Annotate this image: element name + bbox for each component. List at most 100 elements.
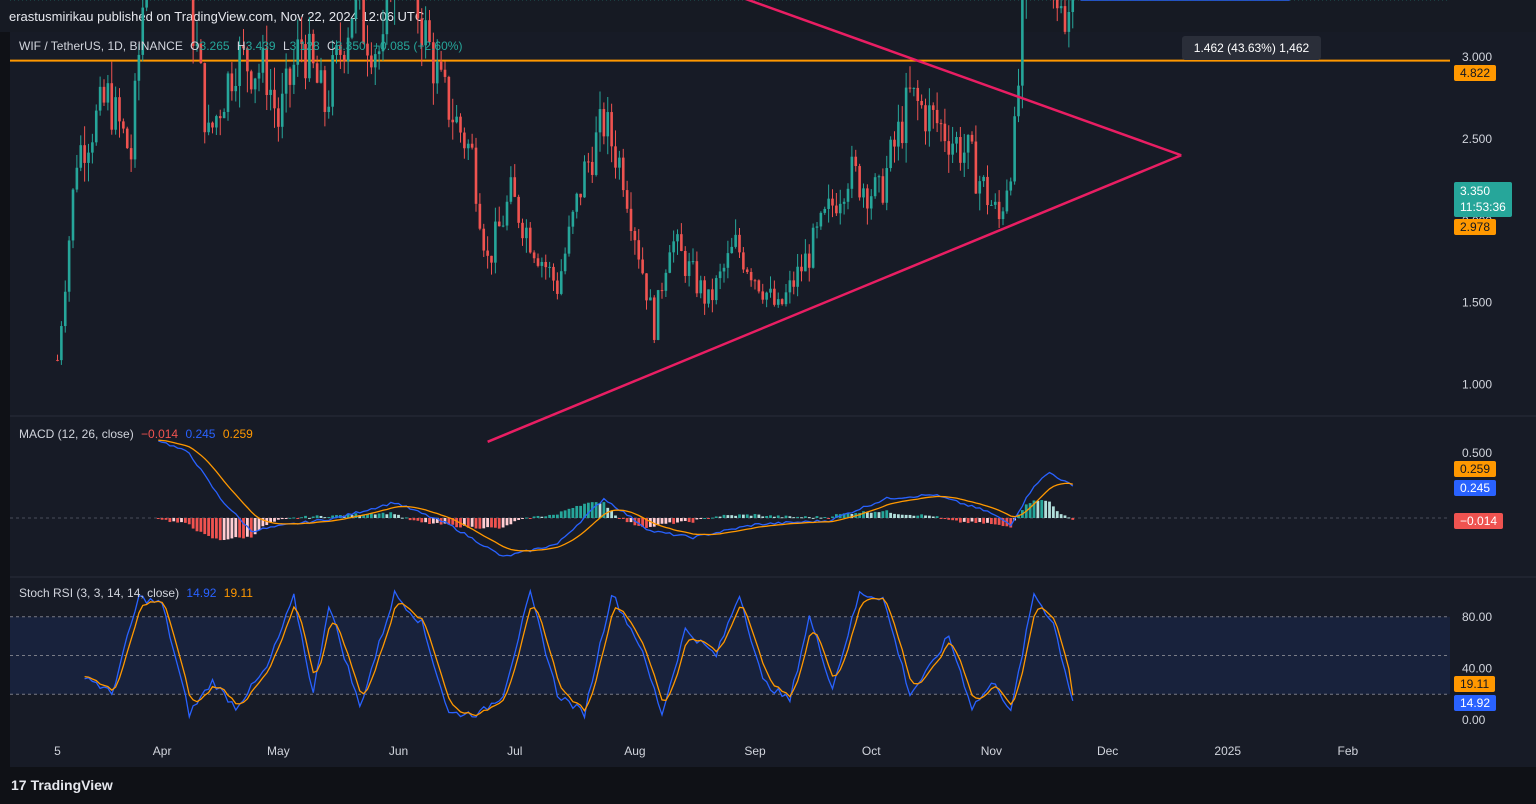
candle-body: [866, 188, 869, 209]
macd-title[interactable]: MACD (12, 26, close): [19, 427, 134, 441]
candle-body: [962, 152, 966, 163]
candle-body: [966, 134, 970, 153]
macd-histogram-bar: [997, 518, 1001, 525]
macd-histogram-bar: [722, 514, 726, 518]
candle-body: [234, 85, 238, 92]
change-value: +0.085 (+2.60%): [373, 39, 463, 53]
time-tick-label: 2025: [1214, 744, 1241, 758]
candle-body: [435, 61, 439, 84]
macd-histogram-bar: [478, 518, 482, 529]
macd-histogram-bar: [916, 515, 920, 518]
macd-histogram-bar: [350, 515, 354, 518]
macd-tick-label: 0.500: [1462, 446, 1492, 460]
footer-bar: 17 TradingView: [0, 767, 1536, 804]
candle-body: [571, 211, 575, 227]
low-label: L: [282, 39, 290, 53]
candle-body: [110, 83, 114, 130]
price-scale[interactable]: [1450, 32, 1536, 767]
macd-histogram-bar: [1040, 500, 1044, 518]
macd-histogram-bar: [617, 518, 621, 519]
symbol-label[interactable]: WIF / TetherUS, 1D, BINANCE: [19, 39, 183, 53]
candle-body: [114, 97, 117, 130]
candle-body: [432, 42, 435, 84]
tradingview-logo[interactable]: 17 TradingView: [11, 777, 113, 793]
candle-body: [633, 231, 637, 241]
candle-body: [195, 43, 199, 46]
macd-histogram-bar: [1028, 503, 1032, 518]
candle-body: [722, 267, 726, 272]
candle-body: [672, 241, 675, 253]
macd-histogram-bar: [834, 514, 838, 518]
candle-body: [218, 116, 222, 119]
candle-body: [1063, 6, 1067, 32]
macd-histogram-bar: [726, 515, 730, 518]
macd-histogram-bar: [393, 514, 397, 518]
time-tick-label: Jun: [389, 744, 408, 758]
candle-body: [102, 86, 106, 103]
candle-body: [215, 116, 218, 128]
candle-body: [137, 54, 141, 81]
macd-histogram-bar: [497, 518, 501, 529]
trendline-lower: [487, 154, 1182, 443]
macd-histogram-bar: [323, 517, 327, 519]
macd-histogram-bar: [513, 518, 517, 522]
candle-body: [559, 271, 563, 294]
macd-histogram-bar: [714, 516, 718, 518]
candle-body: [486, 250, 489, 256]
candle-body: [528, 227, 532, 253]
candle-body: [370, 55, 373, 68]
macd-histogram-bar: [183, 518, 187, 523]
macd-histogram-bar: [703, 517, 707, 519]
candle-body: [482, 228, 486, 251]
macd-histogram-bar: [226, 518, 230, 540]
chart-area[interactable]: [10, 32, 1450, 767]
time-tick-label: Sep: [744, 744, 766, 758]
macd-histogram-bar: [493, 518, 497, 528]
candle-body: [889, 139, 892, 169]
candle-body: [304, 44, 307, 79]
macd-histogram-bar: [156, 518, 160, 519]
macd-histogram-bar: [645, 518, 648, 528]
candle-body: [501, 225, 505, 227]
candle-body: [645, 273, 648, 301]
macd-histogram-bar: [540, 516, 544, 518]
candle-body: [552, 266, 555, 281]
candle-body: [928, 105, 931, 132]
candle-body: [742, 252, 745, 270]
macd-histogram-bar: [331, 515, 335, 518]
candle-body: [637, 240, 641, 260]
macd-histogram-bar: [935, 516, 939, 518]
macd-histogram-bar: [172, 518, 176, 522]
time-tick-label: May: [267, 744, 290, 758]
macd-histogram-bar: [559, 511, 563, 518]
macd-histogram-bar: [455, 518, 459, 528]
candle-body: [106, 83, 110, 103]
candle-body: [478, 203, 482, 229]
candle-body: [494, 221, 497, 263]
macd-histogram-bar: [823, 517, 827, 519]
macd-histogram-bar: [664, 518, 668, 524]
macd-histogram-bar: [1059, 514, 1063, 518]
macd-histogram-bar: [970, 518, 974, 522]
macd-histogram-bar: [815, 516, 819, 518]
candle-body: [784, 292, 788, 305]
macd-histogram-bar: [679, 518, 683, 522]
macd-histogram-bar: [625, 518, 629, 523]
macd-histogram-bar: [1048, 501, 1051, 518]
macd-histogram-bar: [176, 518, 180, 523]
macd-histogram-bar: [517, 518, 521, 521]
candle-body: [385, 0, 389, 35]
macd-histogram-bar: [389, 512, 393, 518]
candle-body: [513, 177, 517, 197]
candle-body: [1005, 190, 1009, 212]
candle-body: [598, 109, 602, 133]
macd-histogram-bar: [869, 512, 873, 518]
macd-histogram-bar: [955, 518, 958, 521]
macd-histogram-bar: [583, 503, 586, 518]
macd-histogram-bar: [490, 518, 493, 528]
macd-histogram-bar: [397, 514, 400, 518]
candle-body: [707, 289, 710, 304]
stoch-title[interactable]: Stoch RSI (3, 3, 14, 14, close): [19, 586, 180, 600]
candle-body: [315, 63, 319, 83]
